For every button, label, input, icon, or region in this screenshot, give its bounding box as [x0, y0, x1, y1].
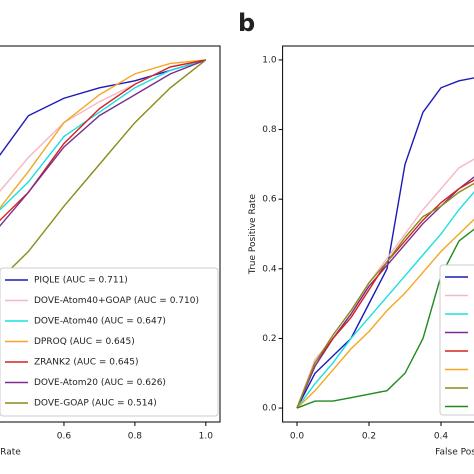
- y-tick-label: 0.6: [262, 195, 277, 205]
- x-tick-label: 0.0: [290, 432, 305, 442]
- x-tick-label: 1.0: [199, 432, 214, 442]
- y-tick-label: 0.2: [262, 334, 276, 344]
- x-axis-label: False Positive Rate: [0, 448, 21, 458]
- y-tick-label: 0.4: [262, 264, 277, 274]
- plot-frame: [0, 45, 221, 423]
- y-tick-label: 0.0: [262, 404, 277, 414]
- legend-label: DOVE-Atom40 (AUC = 0.647): [34, 317, 166, 327]
- legend-label: DPROQ (AUC = 0.645): [34, 337, 135, 347]
- roc-line: [296, 191, 474, 409]
- plot-frame: [282, 45, 474, 423]
- x-tick-label: 0.4: [434, 432, 449, 442]
- legend-box: [439, 264, 474, 416]
- y-axis-label: True Positive Rate: [248, 193, 258, 275]
- panel-label: b: [238, 9, 255, 37]
- legend-label: DOVE-Atom40+GOAP (AUC = 0.710): [34, 296, 199, 306]
- roc-line: [296, 182, 474, 409]
- roc-line: [0, 59, 207, 281]
- x-axis-label: False Positive Rate: [435, 448, 474, 458]
- legend-label: DOVE-Atom20 (AUC = 0.626): [34, 378, 166, 388]
- y-tick-label: 1.0: [262, 55, 277, 65]
- legend-label: PIQLE (AUC = 0.711): [34, 276, 128, 286]
- roc-line: [0, 59, 207, 156]
- legend-label: ZRANK2 (AUC = 0.645): [34, 358, 139, 368]
- legend-label: DOVE-GOAP (AUC = 0.514): [34, 399, 157, 409]
- x-tick-label: 0.2: [362, 432, 376, 442]
- x-tick-label: 0.8: [128, 432, 143, 442]
- roc-line: [0, 59, 207, 211]
- roc-line: [0, 59, 207, 227]
- roc-line: [296, 218, 474, 409]
- roc-line: [0, 59, 206, 209]
- chart-panel: 0.0 0.2 0.4 0.0 0.2 0.4 0.6 0.8 1.0 False Positiv…: [238, 9, 474, 458]
- roc-line: [296, 228, 474, 409]
- x-tick-label: 0.6: [57, 432, 72, 442]
- y-tick-label: 0.8: [262, 125, 277, 135]
- legend-box: [0, 267, 219, 417]
- roc-line: [296, 77, 474, 409]
